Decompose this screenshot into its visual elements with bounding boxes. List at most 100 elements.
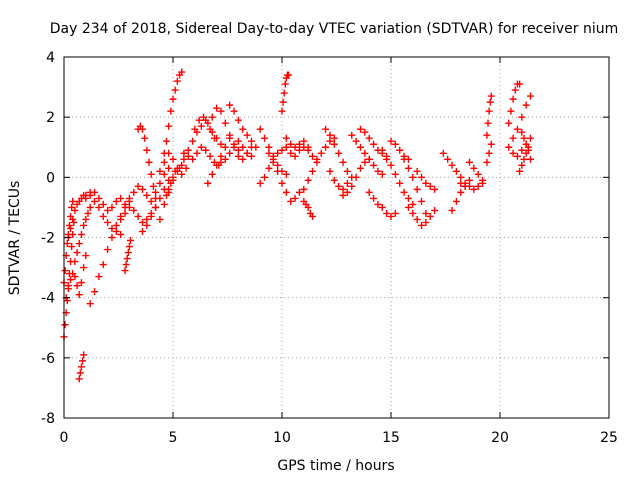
data-point bbox=[317, 149, 325, 157]
data-point bbox=[291, 143, 299, 151]
data-point bbox=[269, 158, 277, 166]
data-point bbox=[143, 191, 151, 199]
data-point bbox=[330, 140, 338, 148]
data-point bbox=[147, 170, 155, 178]
data-point bbox=[239, 125, 247, 133]
data-point bbox=[470, 185, 478, 193]
data-point bbox=[418, 173, 426, 181]
data-point bbox=[121, 200, 129, 208]
series-t23 bbox=[217, 137, 255, 166]
data-point bbox=[84, 209, 92, 217]
data-point bbox=[112, 197, 120, 205]
data-point bbox=[75, 240, 83, 248]
data-point bbox=[80, 351, 88, 359]
x-tick-label: 15 bbox=[382, 430, 400, 446]
data-point bbox=[261, 173, 269, 181]
data-point bbox=[152, 188, 160, 196]
series-t37 bbox=[348, 131, 386, 178]
data-point bbox=[138, 125, 146, 133]
data-point bbox=[195, 116, 203, 124]
series-t22 bbox=[204, 134, 234, 187]
data-point bbox=[365, 188, 373, 196]
data-point bbox=[77, 279, 85, 287]
data-point bbox=[300, 137, 308, 145]
series-t9 bbox=[121, 237, 134, 275]
data-point bbox=[505, 143, 513, 151]
data-point bbox=[169, 173, 177, 181]
data-point bbox=[418, 197, 426, 205]
data-point bbox=[160, 200, 168, 208]
data-point bbox=[524, 146, 532, 154]
data-point bbox=[208, 113, 216, 121]
data-point bbox=[234, 137, 242, 145]
data-point bbox=[361, 158, 369, 166]
data-point bbox=[484, 119, 492, 127]
data-point bbox=[370, 161, 378, 169]
data-point bbox=[439, 149, 447, 157]
data-point bbox=[112, 227, 120, 235]
data-point bbox=[67, 276, 75, 284]
data-point bbox=[69, 215, 77, 223]
data-points bbox=[60, 68, 535, 383]
data-point bbox=[108, 224, 116, 232]
data-point bbox=[167, 107, 175, 115]
data-point bbox=[67, 224, 75, 232]
data-point bbox=[247, 152, 255, 160]
data-point bbox=[280, 89, 288, 97]
data-point bbox=[465, 158, 473, 166]
series-t30 bbox=[282, 134, 312, 151]
data-point bbox=[509, 95, 517, 103]
data-point bbox=[404, 164, 412, 172]
data-point bbox=[180, 149, 188, 157]
data-point bbox=[156, 167, 164, 175]
data-point bbox=[313, 158, 321, 166]
data-point bbox=[82, 252, 90, 260]
data-point bbox=[370, 140, 378, 148]
data-point bbox=[330, 176, 338, 184]
data-point bbox=[300, 185, 308, 193]
data-point bbox=[77, 363, 85, 371]
data-point bbox=[291, 194, 299, 202]
data-point bbox=[352, 137, 360, 145]
data-point bbox=[213, 104, 221, 112]
data-point bbox=[75, 291, 83, 299]
data-point bbox=[391, 140, 399, 148]
data-point bbox=[247, 143, 255, 151]
data-point bbox=[156, 194, 164, 202]
data-point bbox=[134, 182, 142, 190]
data-point bbox=[422, 209, 430, 217]
data-point bbox=[162, 191, 170, 199]
data-point bbox=[173, 77, 181, 85]
data-point bbox=[208, 170, 216, 178]
data-point bbox=[68, 243, 76, 251]
data-point bbox=[348, 182, 356, 190]
data-point bbox=[339, 158, 347, 166]
series-t13 bbox=[138, 176, 173, 235]
data-point bbox=[247, 137, 255, 145]
data-point bbox=[71, 206, 79, 214]
data-point bbox=[295, 188, 303, 196]
data-point bbox=[99, 261, 107, 269]
data-point bbox=[121, 267, 129, 275]
data-point bbox=[518, 146, 526, 154]
data-point bbox=[125, 194, 133, 202]
data-point bbox=[343, 167, 351, 175]
data-point bbox=[516, 80, 524, 88]
data-point bbox=[61, 321, 69, 329]
series-t41 bbox=[387, 137, 412, 163]
y-tick-label: -6 bbox=[41, 351, 55, 367]
data-point bbox=[295, 146, 303, 154]
series-t6 bbox=[86, 197, 133, 308]
series-t35 bbox=[326, 167, 356, 193]
data-point bbox=[483, 158, 491, 166]
series-t50 bbox=[483, 140, 495, 166]
series-t51 bbox=[505, 80, 524, 127]
data-point bbox=[71, 273, 79, 281]
data-point bbox=[426, 182, 434, 190]
data-point bbox=[147, 197, 155, 205]
data-point bbox=[152, 203, 160, 211]
data-point bbox=[295, 140, 303, 148]
series-t42 bbox=[400, 155, 430, 217]
series-t17 bbox=[162, 167, 179, 199]
data-point bbox=[322, 125, 330, 133]
